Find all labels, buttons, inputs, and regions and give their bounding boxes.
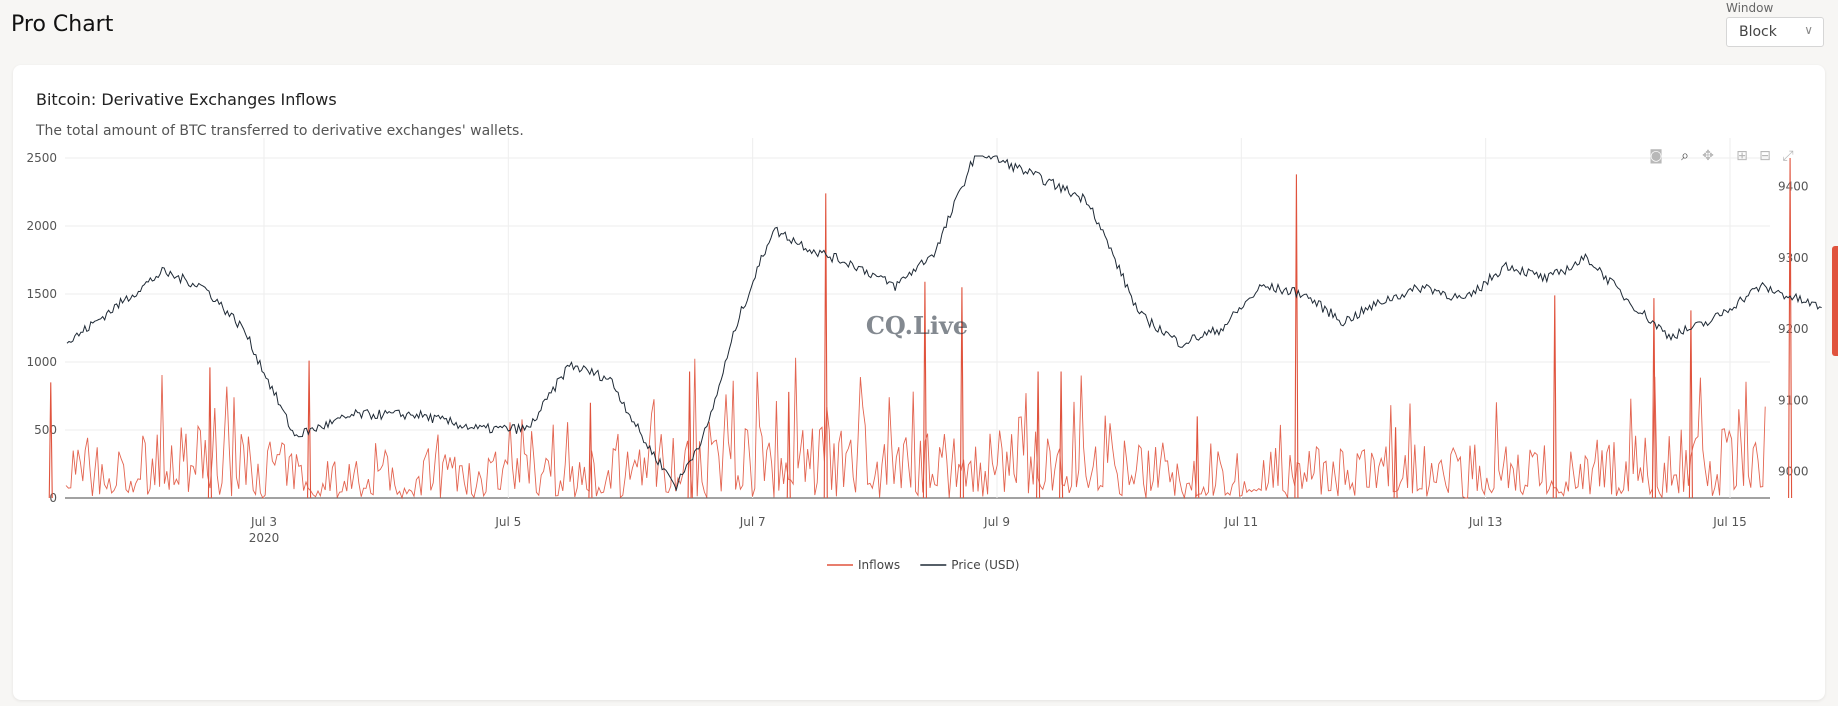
inflows-peak (1059, 371, 1064, 499)
inflows-peak (687, 371, 692, 499)
zoom-icon[interactable]: ⌕ (1681, 148, 1689, 164)
chart-title: Bitcoin: Derivative Exchanges Inflows (36, 90, 337, 109)
inflows-peak (1195, 416, 1200, 499)
chart-toolbar: ◙ ⌕ ✥ ⊞ ⊟ ⤢ (13, 147, 1825, 167)
y-right-tick-label: 9200 (1778, 322, 1809, 336)
y-right-tick-label: 9100 (1778, 393, 1809, 407)
chart-subtitle: The total amount of BTC transferred to d… (36, 123, 524, 139)
x-tick-label: Jul 13 (1468, 515, 1503, 529)
series-line-inflows (65, 357, 1766, 500)
y-left-tick-label: 1000 (26, 355, 57, 369)
x-tick-label: Jul 11 (1224, 515, 1259, 529)
x-tick-label: Jul 15 (1712, 515, 1747, 529)
x-tick-sublabel: 2020 (249, 531, 280, 545)
y-left-tick-label: 2000 (26, 219, 57, 233)
legend-label: Inflows (858, 558, 900, 572)
y-left-tick-label: 1500 (26, 287, 57, 301)
x-tick-label: Jul 5 (494, 515, 521, 529)
y-right-tick-label: 9000 (1778, 465, 1809, 479)
inflows-peak (1788, 157, 1793, 499)
inflows-peak (48, 382, 53, 499)
x-tick-label: Jul 7 (739, 515, 766, 529)
inflows-peak (1036, 371, 1041, 499)
page-title: Pro Chart (11, 12, 114, 37)
inflows-peak (823, 193, 828, 499)
camera-icon[interactable]: ◙ (1649, 148, 1663, 164)
inflows-peak (207, 367, 212, 499)
inflows-peak (922, 281, 927, 499)
zoom-in-icon[interactable]: ⊞ (1736, 148, 1748, 164)
chart-card: Bitcoin: Derivative Exchanges Inflows Th… (13, 65, 1825, 700)
inflows-peak (588, 402, 593, 499)
legend-label: Price (USD) (951, 558, 1019, 572)
zoom-out-icon[interactable]: ⊟ (1759, 148, 1771, 164)
watermark-logo: CQ.Live (866, 311, 968, 340)
inflows-peak (1552, 295, 1557, 499)
autoscale-icon[interactable]: ⤢ (1782, 148, 1794, 164)
y-left-tick-label: 2500 (26, 151, 57, 165)
y-left-tick-label: 0 (49, 491, 57, 505)
inflows-peak (959, 287, 964, 499)
chevron-down-icon: ∨ (1804, 23, 1813, 37)
pan-icon[interactable]: ✥ (1702, 148, 1714, 164)
chart-svg[interactable]: 0 500 1000 1500 2000 2500 9000 9100 9200 9300 9400… (13, 65, 1825, 700)
inflows-peak (1294, 174, 1299, 499)
y-right-tick-label: 9400 (1778, 180, 1809, 194)
x-tick-label: Jul 3 (250, 515, 277, 529)
window-select[interactable]: Block ∨ (1726, 17, 1824, 47)
inflows-peak (307, 360, 312, 499)
inflows-peak (1393, 427, 1398, 499)
y-right-tick-label: 9300 (1778, 251, 1809, 265)
x-tick-label: Jul 9 (983, 515, 1010, 529)
inflows-peak (786, 391, 791, 499)
window-select-value: Block (1739, 24, 1777, 40)
series-line-price (66, 155, 1822, 492)
page-scrollbar-thumb[interactable] (1832, 246, 1838, 356)
inflows-peak (1688, 310, 1693, 499)
window-label: Window (1726, 1, 1774, 15)
y-left-tick-label: 500 (34, 423, 57, 437)
inflows-peak (1651, 298, 1656, 499)
